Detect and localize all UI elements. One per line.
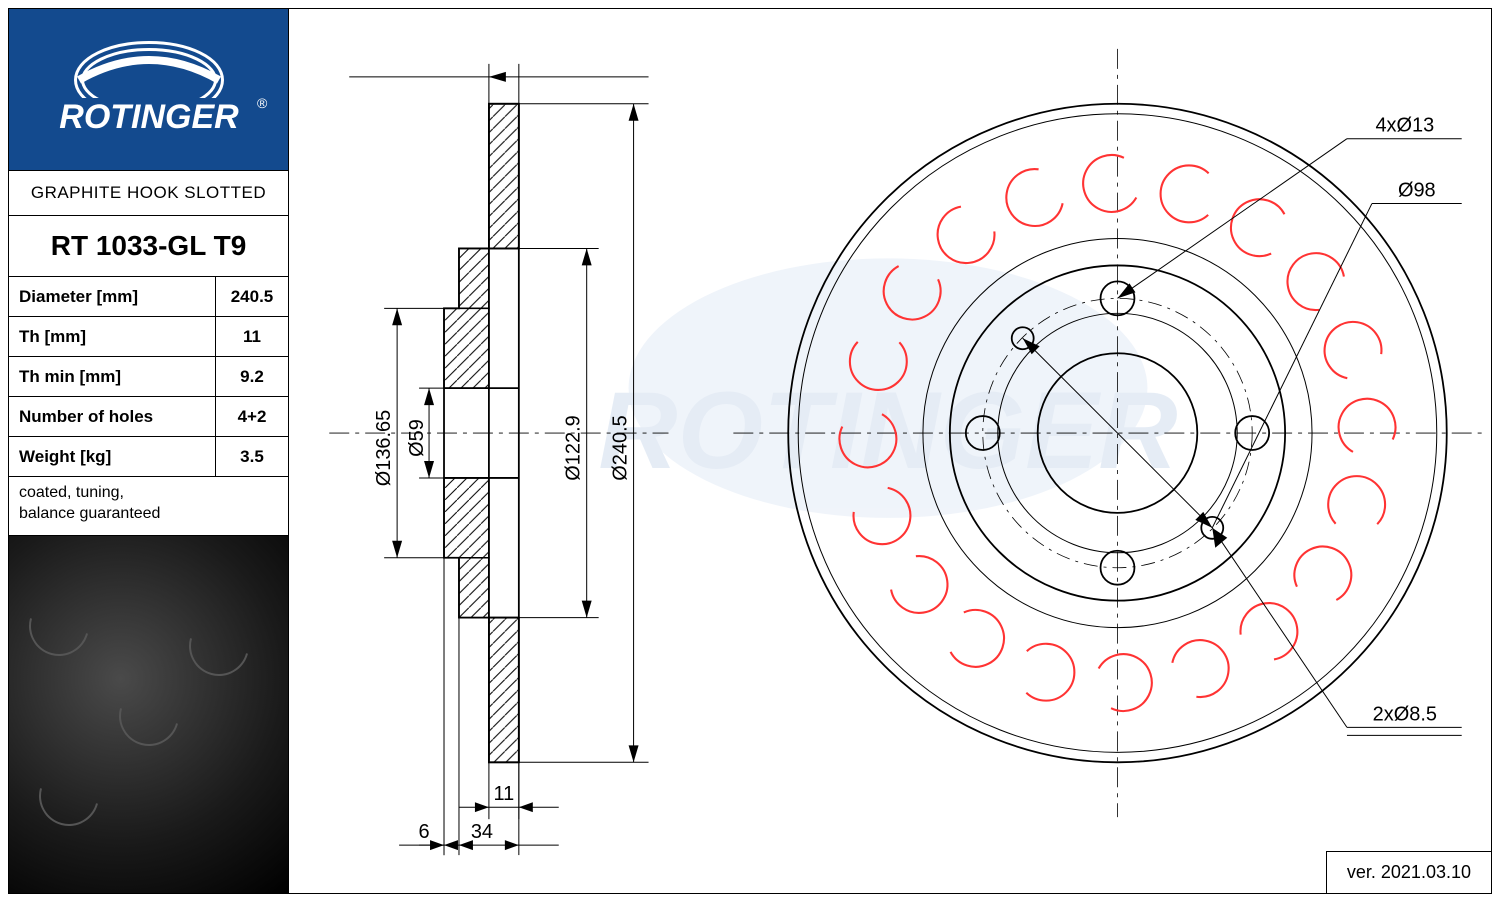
spec-label: Th min [mm] (9, 357, 216, 396)
part-number: RT 1033-GL T9 (9, 216, 288, 277)
spec-row: Number of holes4+2 (9, 397, 288, 437)
svg-text:34: 34 (471, 821, 493, 843)
spec-value: 240.5 (216, 277, 288, 316)
spec-row: Th [mm]11 (9, 317, 288, 357)
svg-text:2xØ8.5: 2xØ8.5 (1373, 703, 1437, 725)
spec-row: Weight [kg]3.5 (9, 437, 288, 477)
svg-text:Ø59: Ø59 (406, 419, 428, 457)
svg-text:Ø136.65: Ø136.65 (373, 410, 395, 487)
rotinger-logo: ROTINGER ® (29, 30, 269, 150)
svg-text:11: 11 (494, 783, 515, 805)
spec-value: 4+2 (216, 397, 288, 436)
spec-label: Diameter [mm] (9, 277, 216, 316)
spec-label: Th [mm] (9, 317, 216, 356)
product-subtitle: GRAPHITE HOOK SLOTTED (9, 171, 288, 216)
technical-drawing: ROTINGER (289, 9, 1491, 893)
notes-line-1: coated, tuning, (19, 483, 278, 504)
spec-label: Number of holes (9, 397, 216, 436)
front-view: 4xØ13 Ø98 2xØ8.5 (733, 49, 1486, 817)
notes: coated, tuning, balance guaranteed (9, 477, 288, 536)
spec-value: 3.5 (216, 437, 288, 476)
drawing-frame: ROTINGER ® GRAPHITE HOOK SLOTTED RT 1033… (8, 8, 1492, 894)
spec-value: 11 (216, 317, 288, 356)
svg-text:4xØ13: 4xØ13 (1375, 115, 1434, 137)
product-photo (9, 536, 288, 893)
version-label: ver. 2021.03.10 (1326, 851, 1491, 893)
svg-text:Ø240.5: Ø240.5 (610, 415, 632, 480)
svg-text:ROTINGER: ROTINGER (59, 98, 239, 136)
spec-row: Diameter [mm]240.5 (9, 277, 288, 317)
drawing-area: ROTINGER (289, 9, 1491, 893)
svg-text:6: 6 (419, 821, 430, 843)
spec-row: Th min [mm]9.2 (9, 357, 288, 397)
svg-text:Ø122.9: Ø122.9 (563, 415, 585, 480)
side-section-view: Ø240.5 Ø122.9 Ø1 (329, 64, 668, 855)
dim-thickness-11: 11 (459, 762, 559, 819)
info-sidebar: ROTINGER ® GRAPHITE HOOK SLOTTED RT 1033… (9, 9, 289, 893)
svg-text:Ø98: Ø98 (1398, 180, 1436, 202)
logo-block: ROTINGER ® (9, 9, 288, 171)
spec-label: Weight [kg] (9, 437, 216, 476)
spec-value: 9.2 (216, 357, 288, 396)
callout-small-holes: 2xØ8.5 (1212, 528, 1461, 736)
svg-text:®: ® (257, 95, 268, 111)
notes-line-2: balance guaranteed (19, 504, 278, 525)
